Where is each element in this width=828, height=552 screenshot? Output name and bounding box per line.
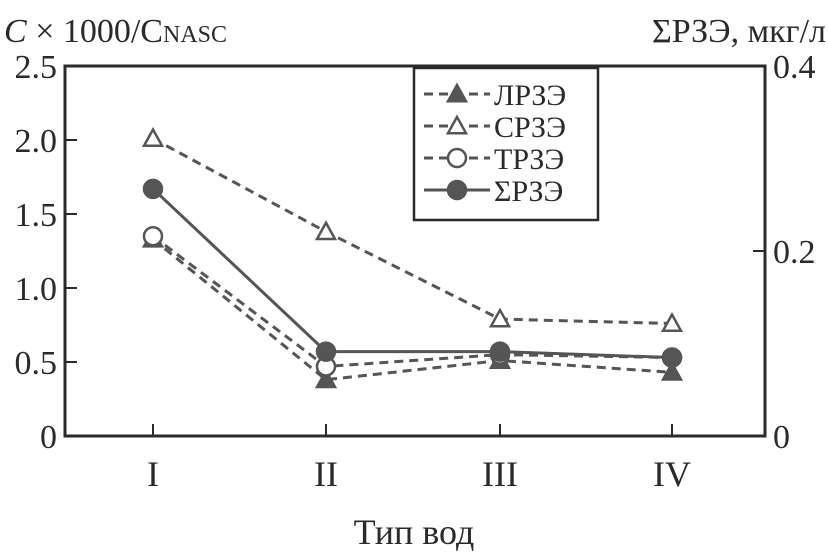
data-point [660,311,684,332]
x-tick-label: II [314,454,338,494]
x-axis-label: Тип вод [354,512,475,552]
y-left-tick-label: 0 [40,419,57,456]
data-point [446,179,468,201]
y-right-tick-label: 0 [773,419,790,456]
x-tick-label: I [147,454,159,494]
data-point [142,225,164,247]
series-line-ЛРЗЭ [152,237,673,382]
data-point [488,307,512,328]
data-point [314,368,338,389]
y-left-tick-label: 2.5 [15,49,58,86]
y-left-tick-label: 1.0 [15,271,58,308]
y-axis-left-label: C × 1000/CNASC [4,13,227,50]
legend-label: СРЗЭ [494,111,566,144]
y-left-tick-label: 0.5 [15,345,58,382]
data-point [446,147,468,169]
data-point [141,126,165,147]
series-line-СРЗЭ [152,137,673,326]
data-point [660,360,684,381]
legend-label: ЛРЗЭ [494,79,566,112]
x-tick-label: IV [653,454,691,494]
data-point [314,220,338,241]
y-axis-right-label: ΣРЗЭ, мкг/л [652,13,826,50]
series-line-ΣРЗЭ [151,187,673,360]
legend-label: ТРЗЭ [494,143,564,176]
y-right-tick-label: 0.2 [773,234,816,271]
series-line-ТРЗЭ [152,235,673,368]
y-right-tick-label: 0.4 [773,49,816,86]
legend-label: ΣРЗЭ [494,175,563,208]
data-point [445,114,469,135]
data-point [445,82,469,103]
x-tick-label: III [482,454,518,494]
data-point [315,341,337,362]
y-left-tick-label: 2.0 [15,123,58,160]
data-point [142,178,164,200]
data-point [661,347,683,368]
y-left-tick-label: 1.5 [15,197,58,234]
data-point [489,341,511,362]
